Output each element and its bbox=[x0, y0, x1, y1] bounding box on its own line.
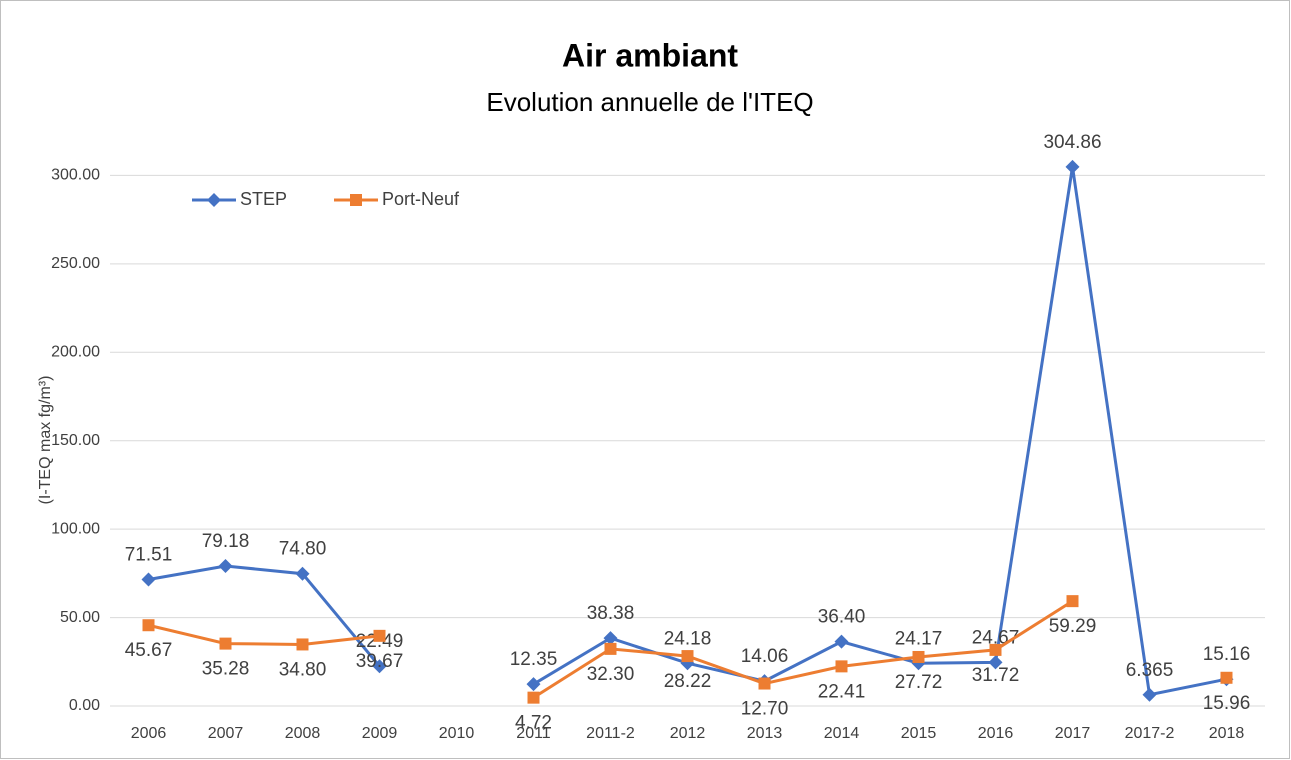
data-label: 24.67 bbox=[972, 627, 1020, 648]
legend-marker bbox=[207, 193, 221, 207]
data-label: 15.96 bbox=[1203, 693, 1251, 714]
chart-subtitle: Evolution annuelle de l'ITEQ bbox=[486, 87, 813, 117]
data-label: 32.30 bbox=[587, 664, 635, 685]
data-label: 59.29 bbox=[1049, 616, 1097, 637]
data-label: 35.28 bbox=[202, 659, 250, 680]
data-label: 304.86 bbox=[1043, 132, 1101, 153]
data-point bbox=[219, 637, 232, 650]
data-point bbox=[295, 566, 310, 581]
x-tick-label: 2008 bbox=[285, 725, 321, 742]
x-tick-label: 2018 bbox=[1209, 725, 1245, 742]
x-tick-label: 2017 bbox=[1055, 725, 1091, 742]
x-tick-label: 2013 bbox=[747, 725, 783, 742]
data-label: 27.72 bbox=[895, 672, 943, 693]
data-label: 12.70 bbox=[741, 699, 789, 720]
legend-label: Port-Neuf bbox=[382, 189, 460, 209]
y-tick-label: 50.00 bbox=[60, 609, 100, 626]
data-label: 71.51 bbox=[125, 545, 173, 566]
data-label: 34.80 bbox=[279, 659, 327, 680]
x-tick-label: 2006 bbox=[131, 725, 167, 742]
data-label: 45.67 bbox=[125, 640, 173, 661]
x-tick-label: 2015 bbox=[901, 725, 937, 742]
data-label: 6.365 bbox=[1126, 660, 1174, 681]
data-label: 4.72 bbox=[515, 713, 552, 734]
data-point bbox=[603, 631, 618, 646]
data-label: 22.41 bbox=[818, 681, 866, 702]
data-label: 79.18 bbox=[202, 531, 250, 552]
y-tick-label: 200.00 bbox=[51, 344, 100, 361]
data-point bbox=[988, 655, 1003, 670]
data-point bbox=[372, 659, 387, 674]
data-label: 39.67 bbox=[356, 651, 404, 672]
data-label: 12.35 bbox=[510, 649, 558, 670]
data-point bbox=[835, 660, 848, 673]
x-tick-label: 2009 bbox=[362, 725, 398, 742]
data-point bbox=[1142, 687, 1157, 702]
data-point bbox=[912, 650, 925, 663]
data-label: 24.18 bbox=[664, 628, 712, 649]
series-line bbox=[148, 166, 1227, 697]
data-point bbox=[604, 642, 617, 655]
data-point bbox=[681, 650, 694, 663]
data-point bbox=[526, 677, 541, 692]
y-tick-label: 0.00 bbox=[69, 697, 100, 714]
data-point bbox=[1065, 159, 1080, 174]
x-tick-label: 2014 bbox=[824, 725, 860, 742]
data-label: 36.40 bbox=[818, 607, 866, 628]
legend-marker bbox=[350, 194, 362, 206]
data-label: 38.38 bbox=[587, 603, 635, 624]
data-point bbox=[296, 638, 309, 651]
legend-label: STEP bbox=[240, 189, 287, 209]
x-tick-label: 2012 bbox=[670, 725, 706, 742]
data-label: 31.72 bbox=[972, 665, 1020, 686]
data-point bbox=[218, 558, 233, 573]
data-point bbox=[989, 643, 1002, 656]
data-point bbox=[834, 634, 849, 649]
data-point bbox=[1220, 671, 1233, 684]
x-tick-label: 2007 bbox=[208, 725, 244, 742]
data-point bbox=[141, 572, 156, 587]
data-label: 74.80 bbox=[279, 539, 327, 560]
y-tick-label: 250.00 bbox=[51, 255, 100, 272]
x-tick-label: 2017-2 bbox=[1125, 725, 1175, 742]
x-tick-label: 2011-2 bbox=[586, 725, 635, 742]
data-point bbox=[527, 691, 540, 704]
x-tick-label: 2010 bbox=[439, 725, 475, 742]
x-tick-label: 2011 bbox=[516, 725, 551, 742]
data-label: 15.16 bbox=[1203, 644, 1251, 665]
data-label: 24.17 bbox=[895, 628, 943, 649]
data-label: 28.22 bbox=[664, 671, 712, 692]
chart-title: Air ambiant bbox=[562, 37, 738, 73]
y-tick-label: 100.00 bbox=[51, 520, 100, 537]
x-tick-label: 2016 bbox=[978, 725, 1014, 742]
y-tick-label: 300.00 bbox=[51, 167, 100, 184]
data-point bbox=[758, 677, 771, 690]
data-point bbox=[1066, 595, 1079, 608]
y-axis-label: (I-TEQ max fg/m³) bbox=[37, 376, 54, 505]
data-point bbox=[373, 629, 386, 642]
y-tick-label: 150.00 bbox=[51, 432, 100, 449]
data-point bbox=[142, 619, 155, 632]
data-label: 14.06 bbox=[741, 646, 789, 667]
